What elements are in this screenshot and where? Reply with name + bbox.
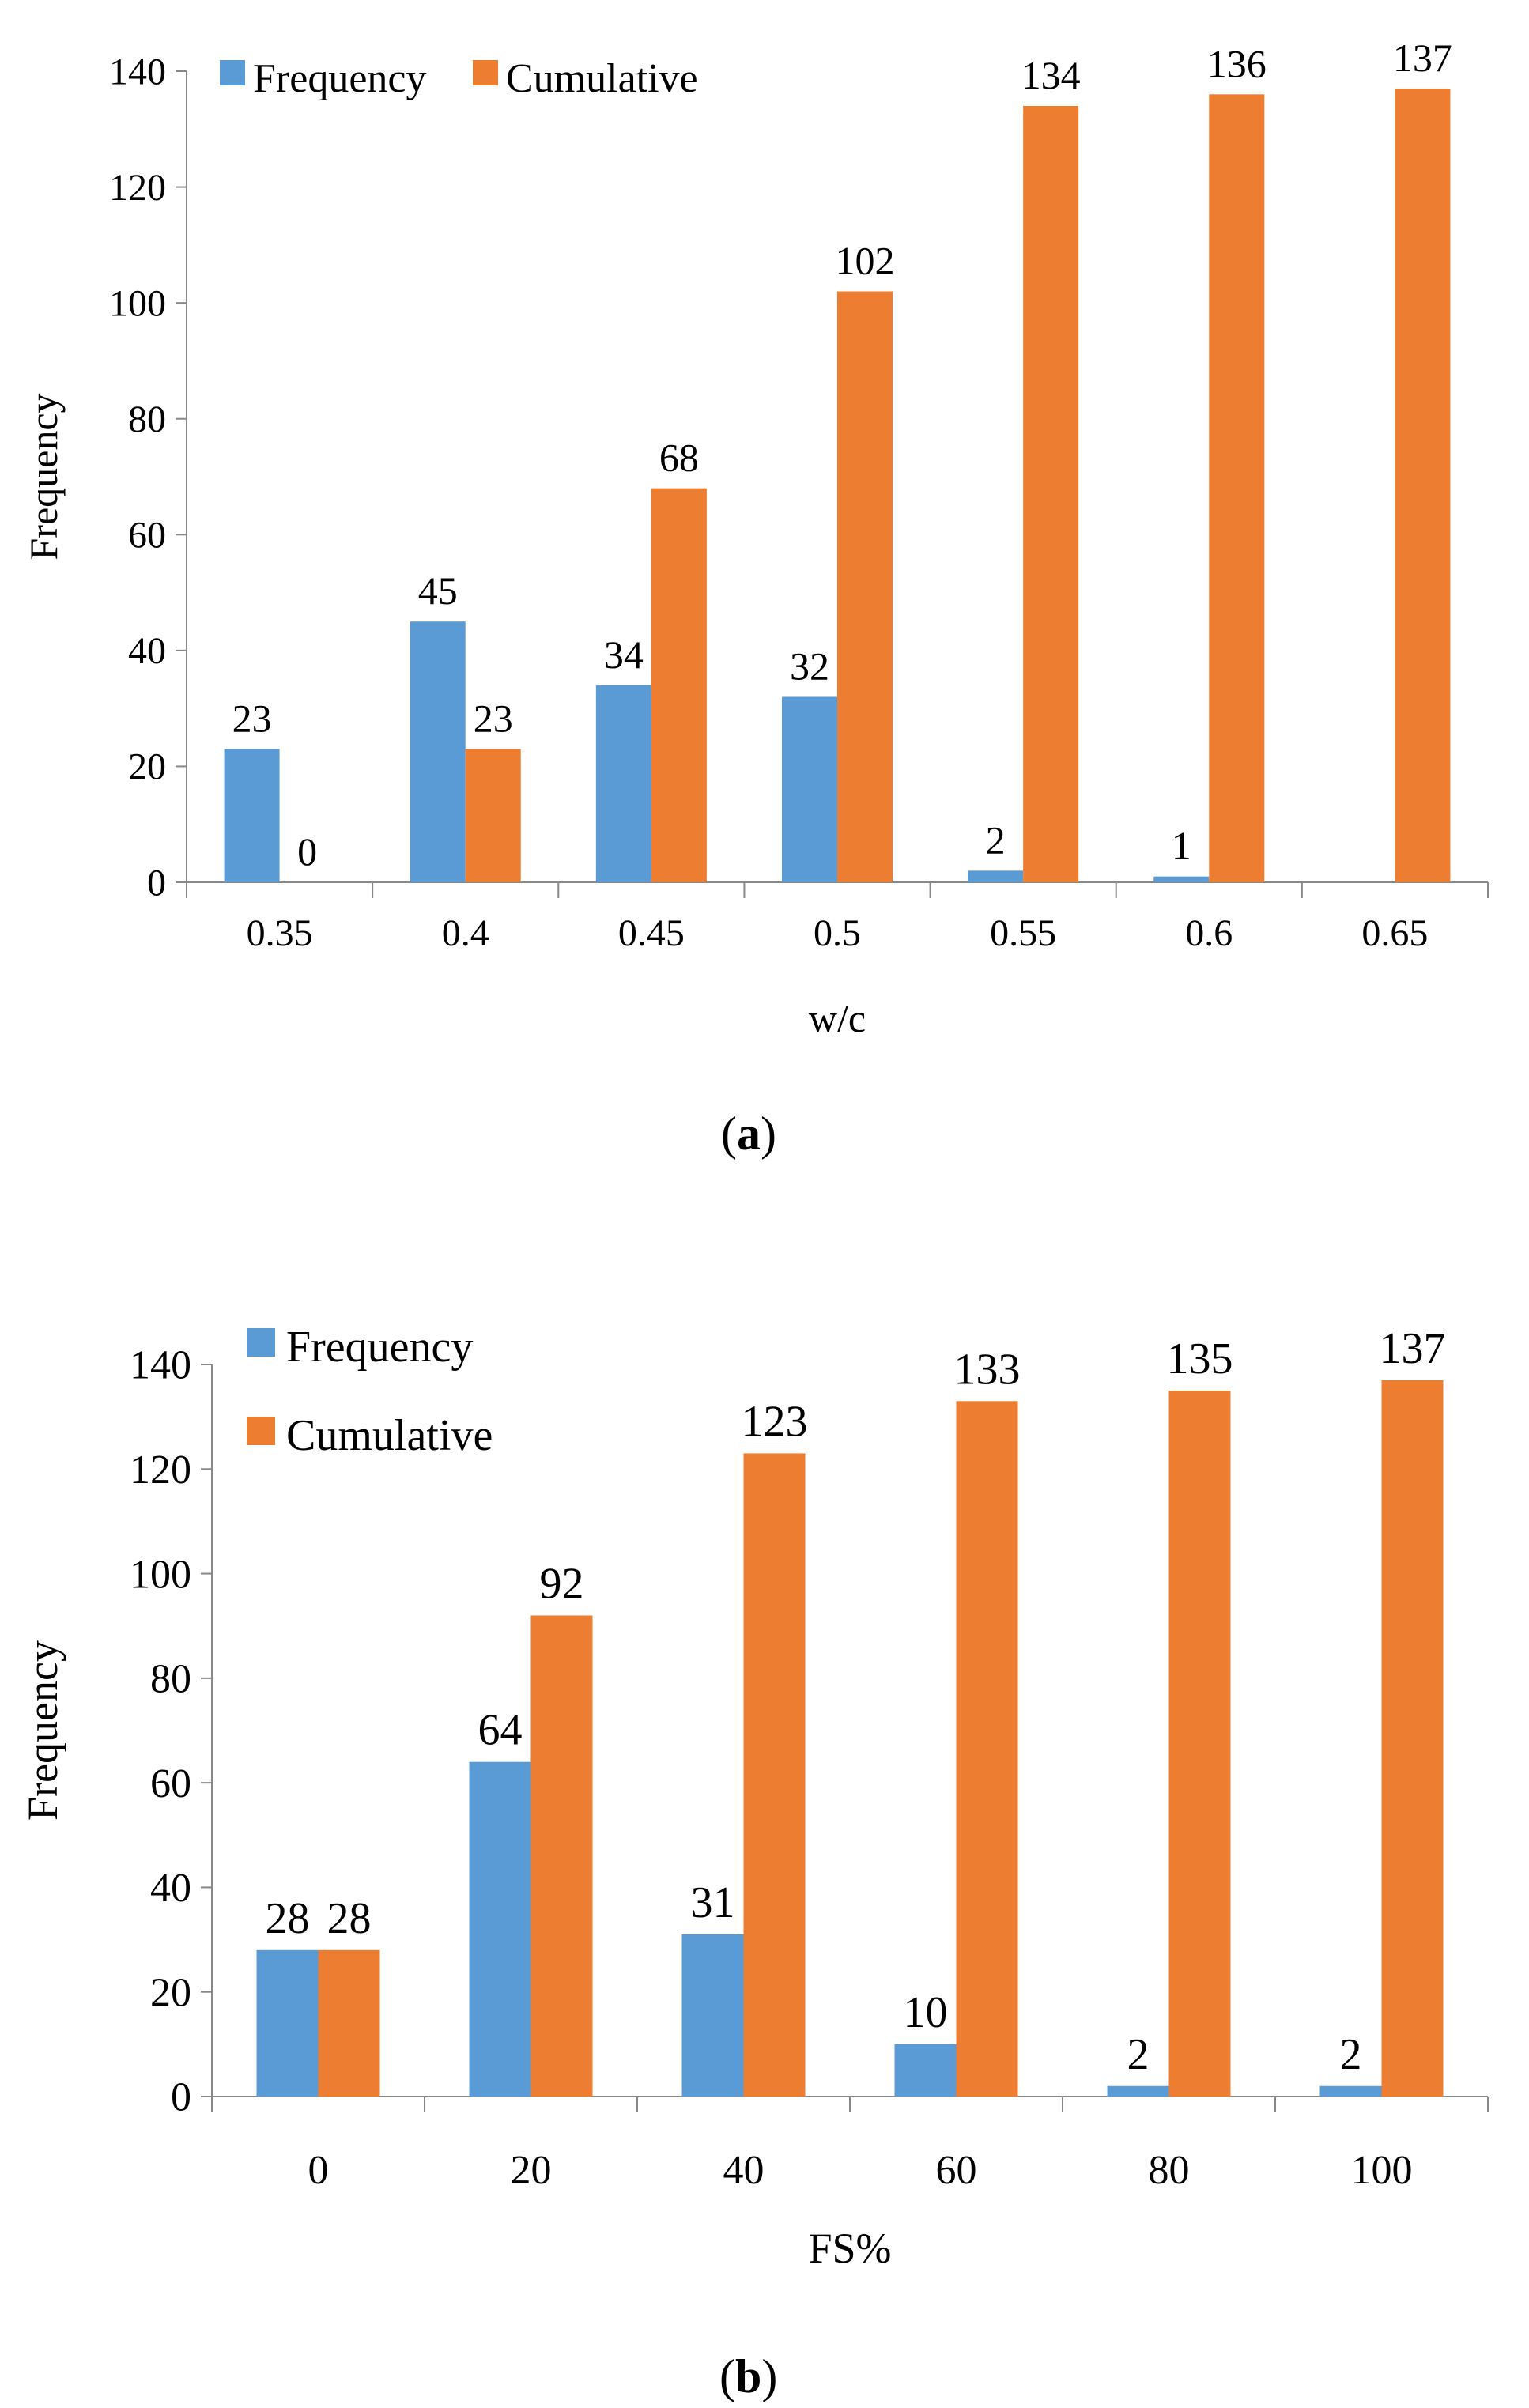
legend-cumulative-swatch [247,1417,275,1445]
frequency-bar [1107,2085,1169,2097]
panel-label-a: (a) [721,1108,776,1160]
frequency-value-label: 2 [1127,2030,1150,2079]
x-tick-label: 0.4 [442,912,489,954]
y-tick-label: 20 [128,746,166,788]
cumulative-bar [1395,88,1451,882]
cumulative-value-label: 0 [297,829,317,874]
y-tick-label: 80 [150,1657,191,1702]
y-tick-label: 100 [109,282,166,324]
cumulative-value-label: 92 [540,1559,584,1608]
frequency-value-label: 64 [478,1706,523,1755]
legend-frequency-swatch [247,1328,275,1357]
frequency-value-label: 2 [986,817,1006,862]
cumulative-bar [465,749,521,882]
y-tick-label: 60 [128,515,166,557]
frequency-value-label: 45 [418,568,458,613]
y-axis-label: Frequency [19,1640,66,1821]
y-tick-label: 0 [171,2075,191,2120]
cumulative-bar [318,1949,380,2097]
legend-cumulative-label: Cumulative [286,1411,493,1460]
y-tick-label: 100 [130,1552,191,1597]
x-axis-label: w/c [809,996,866,1040]
legend-frequency-label: Frequency [253,56,426,101]
cumulative-value-label: 137 [1380,1324,1446,1373]
panel-label-b: (b) [719,2350,778,2402]
frequency-bar [681,1934,744,2097]
cumulative-value-label: 133 [954,1345,1021,1394]
cumulative-bar [1209,94,1265,883]
frequency-bar [595,685,651,882]
cumulative-bar [1168,1391,1231,2097]
legend-frequency-label: Frequency [286,1323,473,1372]
frequency-value-label: 23 [232,696,272,740]
x-tick-label: 0.5 [814,912,861,954]
y-tick-label: 120 [130,1447,191,1493]
cumulative-bar [743,1453,806,2097]
y-tick-label: 120 [109,167,166,209]
cumulative-bar [1023,105,1079,882]
x-tick-label: 80 [1149,2148,1190,2193]
x-tick-label: 0.45 [618,912,685,954]
chart-a: 0 20 40 60 80 100 120 140 23 0 0.35 45 23 0.4 34 68 0.45… [21,36,1489,1040]
x-tick-label: 100 [1351,2148,1413,2193]
frequency-bar [410,621,466,882]
frequency-value-label: 28 [266,1894,310,1943]
cumulative-bar [1381,1380,1444,2097]
cumulative-value-label: 137 [1393,36,1452,80]
frequency-value-label: 1 [1172,824,1191,868]
x-tick-label: 60 [936,2148,977,2193]
y-tick-label: 0 [147,862,166,904]
y-tick-label: 140 [109,51,166,92]
frequency-bar [469,1761,531,2097]
cumulative-value-label: 102 [836,238,895,282]
frequency-bar [224,749,280,882]
cumulative-bar [651,488,707,882]
y-tick-label: 60 [150,1761,191,1806]
y-tick-label: 140 [130,1343,191,1388]
y-tick-label: 20 [150,1970,191,2015]
cumulative-value-label: 123 [742,1397,808,1446]
cumulative-bar [530,1615,593,2097]
y-tick-label: 40 [150,1866,191,1911]
legend-frequency-swatch [220,60,245,85]
frequency-bar [1153,876,1210,882]
x-tick-label: 40 [723,2148,764,2193]
frequency-bar [1319,2085,1382,2097]
frequency-value-label: 10 [904,1988,948,2037]
x-tick-label: 0 [308,2148,329,2193]
frequency-bar [782,696,837,882]
frequency-bar [968,870,1024,882]
cumulative-value-label: 135 [1167,1334,1233,1383]
cumulative-bar [956,1401,1018,2097]
frequency-bar [256,1949,319,2097]
x-tick-label: 0.6 [1185,912,1233,954]
x-axis-label: FS% [808,2225,891,2272]
y-tick-label: 80 [128,398,166,440]
x-tick-label: 0.65 [1361,912,1428,954]
legend-cumulative-swatch [473,60,498,85]
frequency-value-label: 2 [1340,2030,1362,2079]
cumulative-value-label: 136 [1207,41,1267,85]
cumulative-value-label: 68 [659,436,699,480]
cumulative-value-label: 23 [474,696,513,740]
cumulative-value-label: 134 [1021,53,1081,97]
frequency-value-label: 31 [691,1878,735,1927]
y-tick-label: 40 [128,630,166,672]
x-tick-label: 0.35 [247,912,313,954]
frequency-value-label: 34 [604,632,644,677]
x-tick-label: 20 [511,2148,552,2193]
frequency-bar [894,2044,957,2097]
cumulative-bar [837,291,893,882]
frequency-value-label: 32 [790,644,829,688]
cumulative-value-label: 28 [327,1894,372,1943]
y-axis-label: Frequency [21,393,66,560]
legend-cumulative-label: Cumulative [506,56,698,101]
x-tick-label: 0.55 [990,912,1056,954]
